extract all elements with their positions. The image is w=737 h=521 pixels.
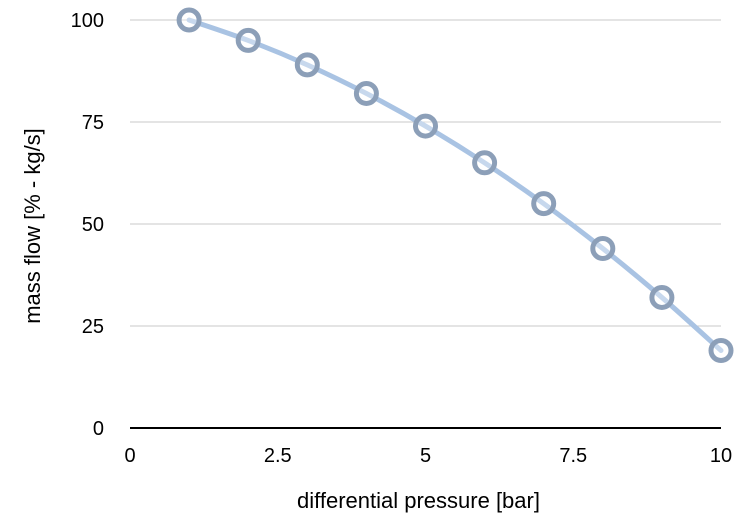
y-tick-label: 25 (82, 316, 104, 338)
y-tick-label: 100 (71, 10, 104, 32)
x-tick-label: 7.5 (559, 445, 587, 467)
x-axis-title: differential pressure [bar] (297, 488, 540, 513)
x-tick-label: 0 (124, 445, 135, 467)
y-axis-ticks: 0 25 50 75 100 (71, 10, 104, 440)
data-point (649, 284, 675, 310)
x-tick-label: 2.5 (264, 445, 292, 467)
data-point (353, 80, 379, 106)
y-tick-label: 0 (93, 418, 104, 440)
data-point (590, 235, 616, 261)
gridlines (130, 19, 721, 327)
data-point (294, 52, 320, 78)
data-points (176, 7, 734, 363)
x-tick-label: 10 (710, 445, 732, 467)
y-axis-title: mass flow [% - kg/s] (20, 128, 45, 324)
x-axis-ticks: 0 2.5 5 7.5 10 (124, 445, 732, 467)
x-tick-label: 5 (420, 445, 431, 467)
data-point (708, 337, 734, 363)
y-tick-label: 50 (82, 214, 104, 236)
data-point (531, 191, 557, 217)
y-tick-label: 75 (82, 112, 104, 134)
data-point (176, 7, 202, 33)
data-point (413, 113, 438, 139)
data-point (472, 150, 498, 176)
data-point (235, 27, 261, 53)
series-line (186, 17, 724, 353)
